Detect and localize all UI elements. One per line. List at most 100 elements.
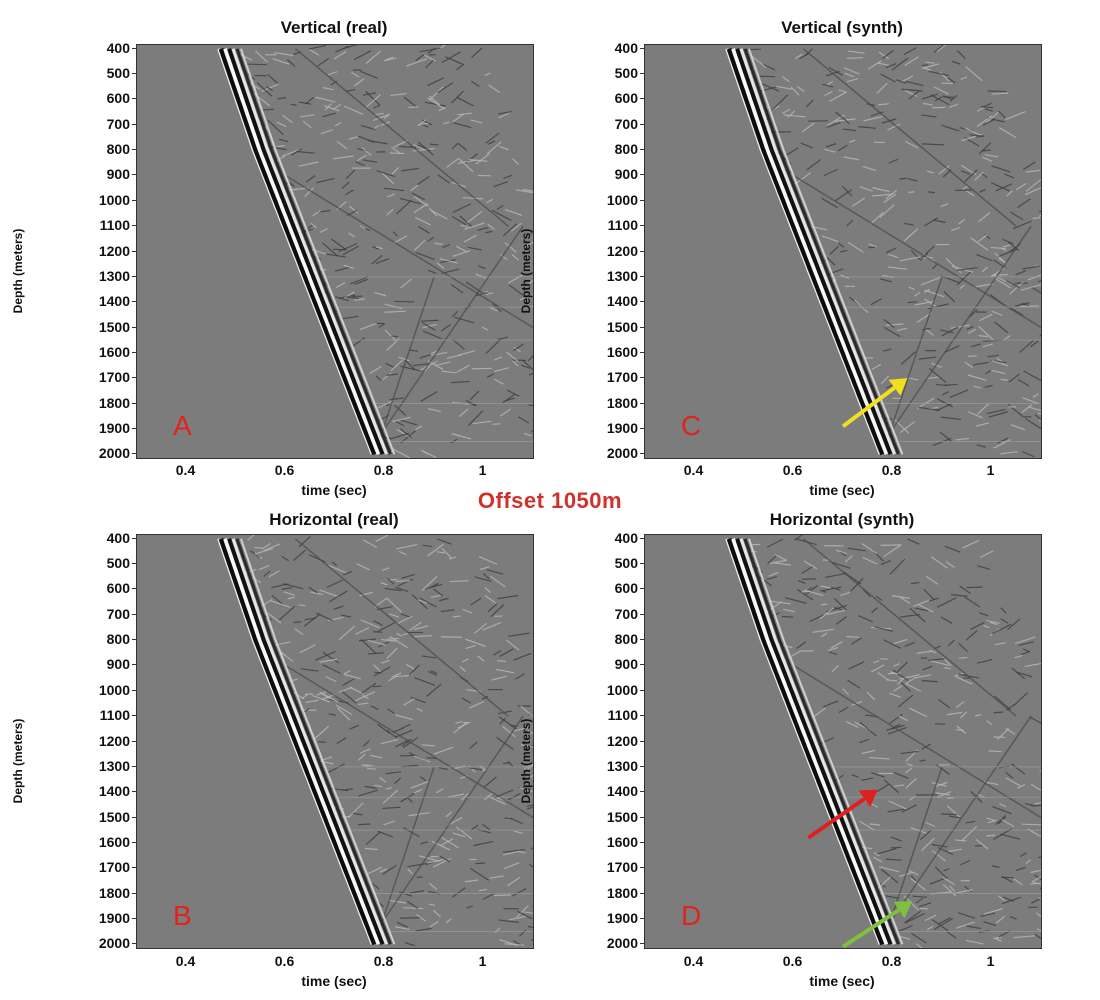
y-tick-mark <box>640 402 644 404</box>
y-tick-mark <box>640 943 644 945</box>
y-tick-mark <box>132 123 136 125</box>
annotation-arrow <box>807 789 878 840</box>
y-tick-label: 400 <box>106 529 130 546</box>
y-tick-label: 1500 <box>606 318 638 335</box>
annotation-arrow <box>841 378 908 428</box>
y-tick-mark <box>132 427 136 429</box>
y-tick-label: 500 <box>106 555 130 572</box>
x-tick-label: 0.4 <box>683 462 704 478</box>
seismic-image-C <box>725 45 1041 458</box>
y-tick-label: 600 <box>106 580 130 597</box>
y-tick-label: 500 <box>106 65 130 82</box>
y-axis-label: Depth (meters) <box>11 718 25 804</box>
wavefield-texture <box>748 535 1041 948</box>
y-tick-label: 500 <box>614 555 638 572</box>
y-tick-mark <box>132 917 136 919</box>
first-arrival-wavelet <box>217 47 396 456</box>
y-tick-mark <box>132 453 136 455</box>
y-tick-label: 1700 <box>98 859 130 876</box>
cross-events <box>285 538 533 945</box>
x-tick-label: 0.6 <box>782 462 803 478</box>
y-tick-label: 1500 <box>98 808 130 825</box>
y-tick-mark <box>640 639 644 641</box>
y-tick-mark <box>640 98 644 100</box>
y-tick-label: 1000 <box>606 681 638 698</box>
first-arrival-wavelet <box>725 537 904 946</box>
seismic-image-A <box>217 45 533 458</box>
y-tick-mark <box>132 841 136 843</box>
x-tick-label: 0.6 <box>782 953 803 969</box>
panel-letter-B: B <box>173 900 192 931</box>
y-tick-mark <box>640 689 644 691</box>
y-tick-mark <box>132 149 136 151</box>
x-axis-label: time (sec) <box>809 482 875 498</box>
y-tick-mark <box>132 892 136 894</box>
seismic-image-B <box>217 535 533 947</box>
y-tick-label: 1300 <box>606 757 638 774</box>
y-tick-label: 600 <box>614 90 638 107</box>
y-axis-label: Depth (meters) <box>519 228 533 314</box>
first-arrival-wavelet <box>217 537 396 946</box>
y-tick-mark <box>640 225 644 227</box>
y-tick-label: 1600 <box>98 343 130 360</box>
y-tick-label: 1400 <box>606 783 638 800</box>
y-tick-mark <box>640 841 644 843</box>
y-tick-label: 1700 <box>98 369 130 386</box>
y-tick-mark <box>132 791 136 793</box>
y-tick-label: 500 <box>614 65 638 82</box>
y-tick-label: 1900 <box>606 909 638 926</box>
y-tick-label: 1200 <box>98 732 130 749</box>
y-tick-mark <box>132 664 136 666</box>
y-tick-label: 1100 <box>99 217 130 234</box>
x-tick-label: 0.8 <box>373 953 394 969</box>
y-tick-mark <box>640 917 644 919</box>
x-tick-label: 1 <box>986 462 995 478</box>
y-tick-mark <box>132 765 136 767</box>
first-arrival-wavelet <box>725 47 904 456</box>
y-tick-label: 900 <box>106 166 130 183</box>
y-axis-label: Depth (meters) <box>519 718 533 804</box>
y-tick-mark <box>132 377 136 379</box>
y-tick-label: 400 <box>614 529 638 546</box>
y-tick-mark <box>640 563 644 565</box>
y-tick-label: 1400 <box>98 293 130 310</box>
y-tick-label: 1400 <box>606 293 638 310</box>
y-tick-label: 700 <box>106 605 130 622</box>
y-tick-label: 800 <box>106 141 130 158</box>
y-tick-label: 1000 <box>98 191 130 208</box>
y-tick-mark <box>640 537 644 539</box>
y-tick-mark <box>132 563 136 565</box>
x-tick-label: 1 <box>478 953 487 969</box>
y-axis-label: Depth (meters) <box>11 228 25 314</box>
y-tick-mark <box>640 613 644 615</box>
y-tick-label: 1800 <box>98 884 130 901</box>
y-tick-label: 1200 <box>606 732 638 749</box>
y-tick-label: 2000 <box>606 445 638 462</box>
y-tick-label: 1900 <box>98 419 130 436</box>
y-tick-mark <box>640 47 644 49</box>
cross-events <box>793 48 1041 455</box>
wavefield-texture <box>240 45 533 458</box>
y-tick-label: 1200 <box>98 242 130 259</box>
y-tick-mark <box>132 639 136 641</box>
x-axis-label: time (sec) <box>809 973 875 989</box>
y-tick-label: 600 <box>106 90 130 107</box>
y-tick-label: 1100 <box>607 217 638 234</box>
y-tick-label: 700 <box>614 115 638 132</box>
y-tick-label: 400 <box>614 39 638 56</box>
y-tick-mark <box>640 377 644 379</box>
y-tick-label: 1800 <box>98 394 130 411</box>
y-tick-mark <box>640 816 644 818</box>
y-tick-label: 1500 <box>98 318 130 335</box>
seismic-plot-C: C <box>644 44 1042 459</box>
wavefield-texture <box>742 45 1041 458</box>
cross-events <box>793 538 1041 945</box>
y-tick-mark <box>132 613 136 615</box>
y-tick-mark <box>640 791 644 793</box>
y-tick-mark <box>132 275 136 277</box>
y-tick-label: 1900 <box>606 419 638 436</box>
y-tick-label: 1500 <box>606 808 638 825</box>
x-tick-label: 1 <box>986 953 995 969</box>
x-axis-label: time (sec) <box>301 482 367 498</box>
y-tick-mark <box>640 250 644 252</box>
